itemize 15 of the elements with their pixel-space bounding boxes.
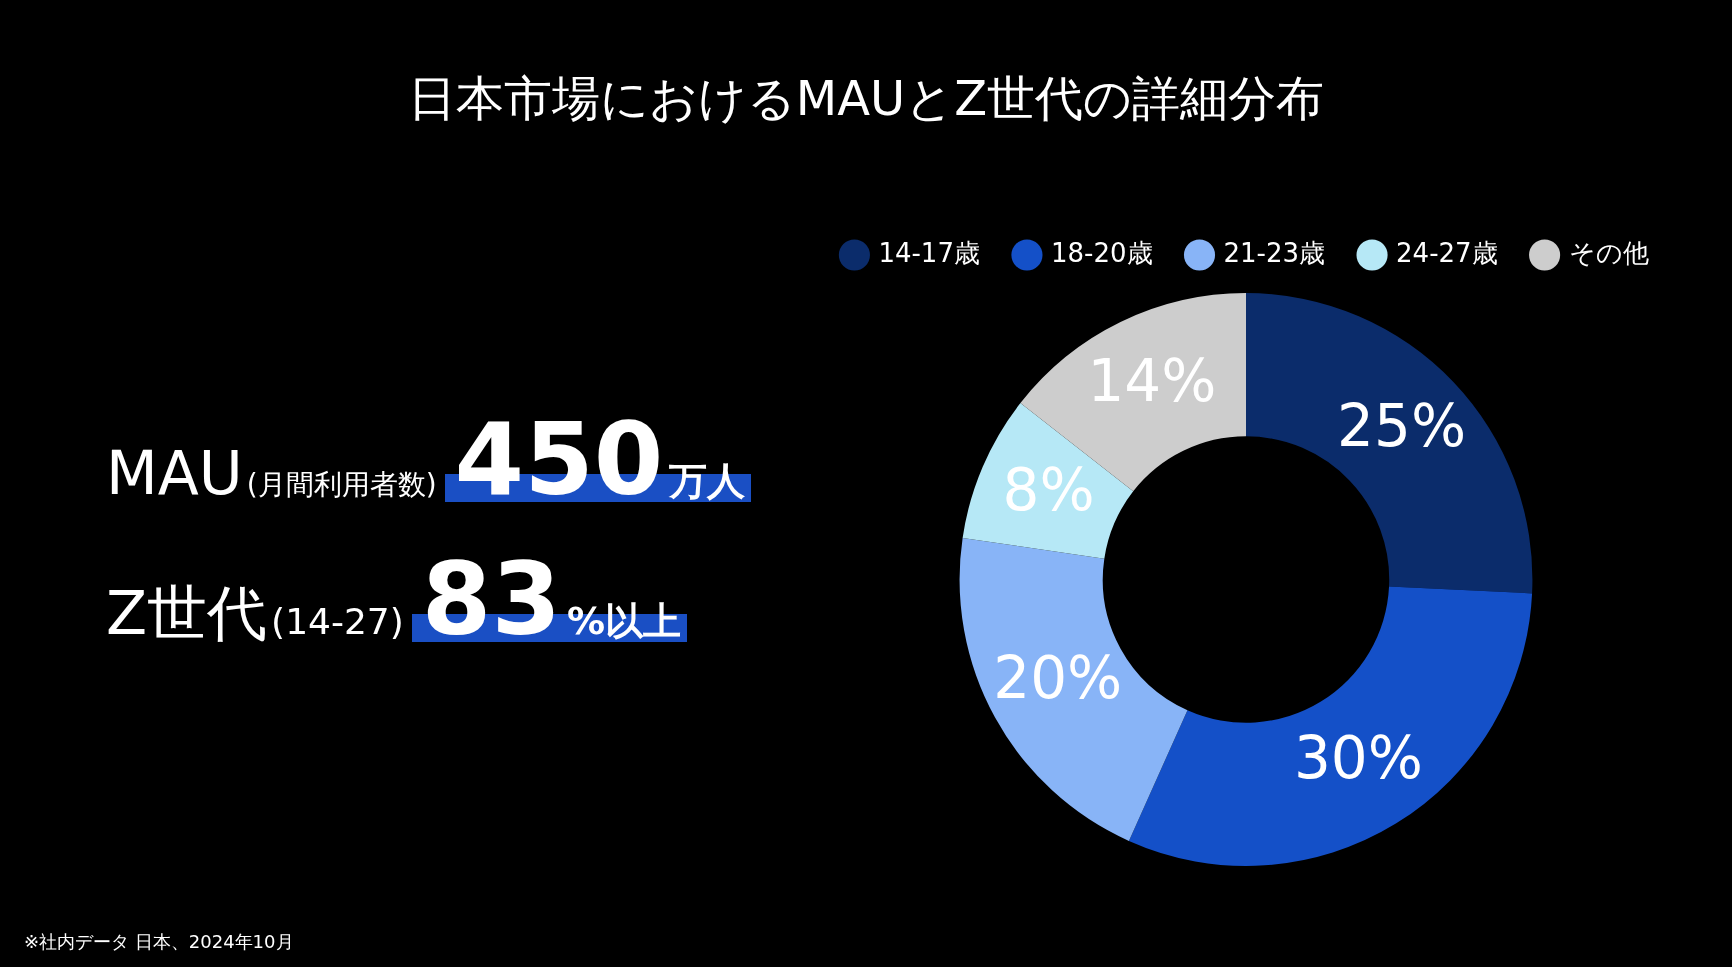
chart-title: 日本市場におけるMAUとZ世代の詳細分布 [406,70,1326,128]
legend-label: その他 [1568,237,1649,268]
data-label: 25% [1337,392,1467,461]
text: ※社内データ 日本、2024年10月 [24,930,294,954]
legend-label: 24-27歳 [1396,237,1498,268]
text: (14-27) [271,601,404,642]
legend-label: 18-20歳 [1050,237,1153,268]
data-label: 30% [1293,723,1423,792]
data-label: 20% [993,643,1123,712]
legend-label: 14-17歳 [878,237,980,268]
text: MAU [106,438,243,508]
legend-label: 21-23歳 [1223,237,1326,268]
text: (月間利用者数) [246,468,437,501]
data-label: 8% [1002,455,1095,524]
text: Z世代 [106,578,268,648]
